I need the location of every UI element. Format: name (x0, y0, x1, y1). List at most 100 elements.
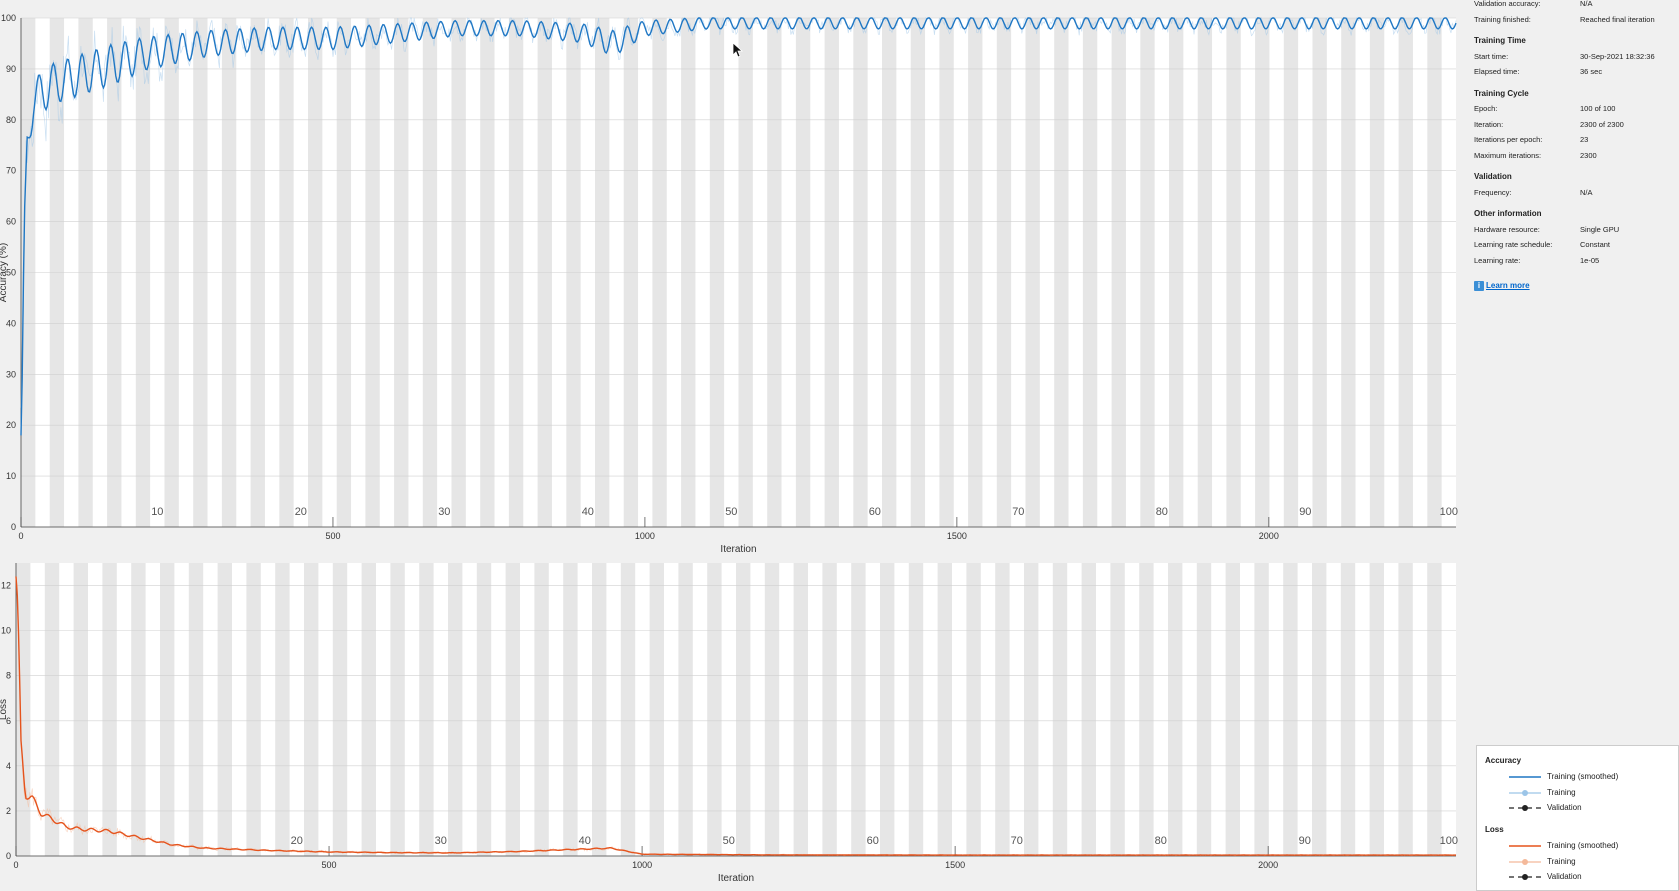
x-tick-label: 2000 (1259, 531, 1279, 541)
info-value: 100 of 100 (1580, 104, 1616, 113)
y-tick-label: 10 (6, 471, 16, 481)
epoch-band (1254, 563, 1269, 856)
epoch-band (620, 563, 636, 856)
info-value: Constant (1580, 240, 1611, 249)
y-tick-label: 30 (6, 369, 16, 379)
epoch-label: 100 (1440, 506, 1458, 518)
epoch-label: 20 (295, 506, 307, 518)
epoch-band (505, 563, 520, 856)
learn-more-link[interactable]: i Learn more (1474, 281, 1530, 291)
epoch-label: 60 (867, 835, 879, 847)
legend-accuracy-title: Accuracy (1485, 756, 1522, 765)
x-tick-label: 1000 (635, 531, 655, 541)
epoch-band (246, 563, 261, 856)
epoch-band (534, 563, 549, 856)
info-icon: i (1474, 281, 1484, 291)
epoch-label: 100 (1440, 835, 1458, 847)
info-key: Learning rate schedule: (1474, 240, 1553, 249)
legend-label: Training (1547, 787, 1576, 797)
y-tick-label: 6 (6, 716, 11, 726)
training-smoothed-line (20, 17, 1457, 436)
epoch-band (1110, 563, 1125, 856)
epoch-band (764, 563, 780, 856)
epoch-band (908, 563, 924, 856)
legend-label: Training (smoothed) (1547, 772, 1619, 781)
info-section-title: Training Cycle (1474, 88, 1529, 98)
training-raw-line (20, 16, 1457, 408)
info-row: Learning rate: 1e-05 (1474, 256, 1679, 268)
epoch-label: 50 (723, 835, 735, 847)
epoch-band (1398, 563, 1413, 856)
info-key: Hardware resource: (1474, 224, 1540, 234)
epoch-band (995, 563, 1010, 856)
epoch-band (1024, 563, 1039, 856)
epoch-band (649, 563, 664, 856)
epoch-label: 80 (1155, 835, 1167, 847)
y-tick-label: 4 (6, 761, 11, 771)
info-row: Epoch: 100 of 100 (1474, 104, 1679, 116)
y-tick-label: 2 (6, 806, 11, 816)
x-axis-title: Iteration (718, 873, 754, 884)
epoch-label: 20 (291, 835, 303, 847)
epoch-band (1225, 563, 1240, 856)
info-row: Maximum iterations: 2300 (1474, 151, 1679, 163)
x-tick-label: 1500 (945, 860, 965, 870)
epoch-band (131, 563, 146, 856)
epoch-label: 40 (579, 835, 591, 847)
epoch-band (361, 563, 376, 856)
epoch-band (448, 563, 463, 856)
legend-panel: Accuracy Training (smoothed) Training Vali… (1476, 745, 1679, 891)
y-tick-label: 8 (6, 671, 11, 681)
y-axis-title: Loss (0, 699, 9, 720)
epoch-label: 70 (1011, 835, 1023, 847)
epoch-band (1139, 563, 1154, 856)
epoch-band (160, 563, 175, 856)
legend-symbol-icon (1509, 805, 1541, 811)
epoch-band (707, 563, 722, 856)
info-value: 2300 of 2300 (1580, 119, 1624, 129)
epoch-band (304, 563, 319, 856)
y-tick-label: 90 (6, 64, 16, 74)
mouse-cursor-icon (732, 42, 744, 58)
training-smoothed-line (15, 576, 1456, 856)
info-row: Validation accuracy: N/A (1474, 0, 1679, 11)
y-tick-label: 0 (6, 851, 11, 861)
y-tick-label: 10 (1, 626, 11, 636)
epoch-band (1081, 563, 1096, 856)
epoch-label: 90 (1299, 506, 1311, 518)
epoch-band (476, 563, 492, 856)
epoch-band (1312, 563, 1327, 856)
info-row: Elapsed time: 36 sec (1474, 67, 1679, 79)
epoch-band (1427, 563, 1442, 856)
info-value: 36 sec (1580, 67, 1603, 76)
legend-item: Validation (1507, 802, 1677, 814)
info-value: N/A (1580, 187, 1593, 197)
epoch-band (73, 563, 88, 856)
x-tick-label: 1500 (947, 531, 967, 541)
epoch-band (332, 563, 348, 856)
epoch-band (793, 563, 808, 856)
epoch-band (1283, 563, 1298, 856)
x-tick-label: 500 (325, 531, 340, 541)
epoch-band (44, 563, 60, 856)
info-key: Iteration: (1474, 119, 1504, 129)
info-value: N/A (1580, 0, 1593, 8)
epoch-bands (21, 18, 1442, 527)
epoch-band (678, 563, 693, 856)
info-value: Reached final iteration (1580, 14, 1655, 24)
info-row: Training finished: Reached final iteratio… (1474, 15, 1679, 27)
legend-item: Training (smoothed) (1507, 771, 1677, 783)
legend-symbol-icon (1509, 845, 1541, 847)
epoch-band (275, 563, 290, 856)
y-tick-label: 60 (6, 217, 16, 227)
info-section-title: Other information (1474, 209, 1542, 218)
epoch-label: 70 (1012, 506, 1024, 518)
y-tick-label: 100 (1, 13, 16, 23)
legend-loss-title: Loss (1485, 825, 1504, 834)
info-key: Elapsed time: (1474, 67, 1520, 76)
epoch-band (1168, 563, 1183, 856)
epoch-band (937, 563, 952, 856)
y-tick-label: 40 (6, 318, 16, 328)
y-tick-label: 0 (11, 522, 16, 532)
info-row: Frequency: N/A (1474, 188, 1679, 200)
